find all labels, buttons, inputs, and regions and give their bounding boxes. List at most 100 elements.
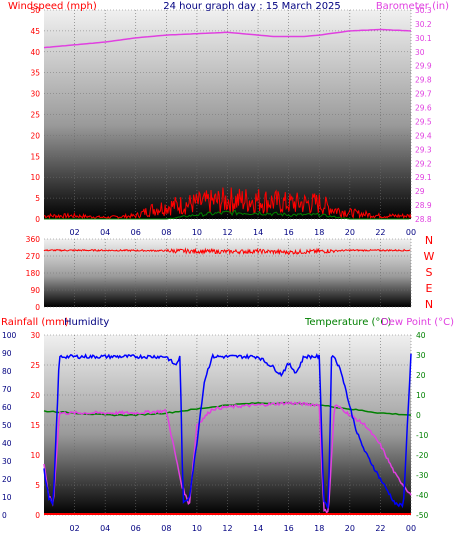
temperature-tick-label: 10 (416, 391, 426, 400)
direction-tick-label: 90 (30, 286, 40, 295)
barometer-tick-label: 28.8 (415, 215, 432, 224)
rainfall-tick-label: 20 (30, 391, 40, 400)
wind-barometer-series (43, 28, 412, 220)
humidity-tick-label: 100 (2, 331, 17, 340)
humidity-tick-label: 70 (2, 385, 12, 394)
x-tick-label: 12 (222, 524, 232, 533)
barometer-tick-label: 30 (415, 48, 425, 57)
humidity-tick-label: 80 (2, 367, 12, 376)
x-tick-label: 22 (375, 524, 385, 533)
chart-title: 24 hour graph day : 15 March 2025 (163, 1, 341, 12)
wind-barometer-grid (44, 9, 412, 220)
dewpoint-axis-label: Dew Point (°C) (381, 317, 454, 328)
windspeed-tick-label: 10 (30, 173, 40, 182)
humidity-temperature-panel: 0102030405060708090100051015202530-50-40… (1, 317, 454, 533)
windspeed-tick-label: 0 (35, 215, 40, 224)
x-tick-label: 06 (131, 524, 141, 533)
direction-tick-label: 180 (26, 269, 41, 278)
compass-label: S (426, 266, 433, 279)
windspeed-tick-label: 35 (30, 69, 40, 78)
x-tick-label: 04 (100, 524, 110, 533)
rainfall-axis-label: Rainfall (mm) (1, 317, 69, 328)
compass-label: N (425, 234, 433, 247)
barometer-tick-label: 29 (415, 187, 425, 196)
x-tick-label: 10 (192, 228, 202, 237)
humidity-temperature-ticks: 0102030405060708090100051015202530-50-40… (2, 331, 428, 533)
x-tick-label: 04 (100, 228, 110, 237)
windspeed-axis-label: Windspeed (mph) (8, 1, 97, 12)
humidity-tick-label: 50 (2, 421, 12, 430)
temperature-tick-label: -40 (416, 491, 428, 500)
x-tick-label: 08 (161, 228, 171, 237)
temperature-tick-label: 40 (416, 331, 426, 340)
barometer-tick-label: 30.3 (415, 6, 432, 15)
wind-barometer-ticks: 0 5 10 15 20 25 30 35 40 45 50 28.8 28.9 29 29.1 29.2 29… (30, 6, 431, 237)
barometer-tick-label: 29.3 (415, 145, 432, 154)
wind-barometer-panel: 0 5 10 15 20 25 30 35 40 45 50 28.8 28.9 29 29.1 29.2 29… (8, 1, 449, 237)
x-tick-label: 06 (131, 228, 141, 237)
barometer-series-line (43, 28, 412, 49)
temperature-tick-label: 30 (416, 351, 426, 360)
compass-label: E (426, 282, 433, 295)
barometer-tick-label: 29.5 (415, 117, 432, 126)
x-tick-label: 10 (192, 524, 202, 533)
x-tick-label: 00 (406, 228, 416, 237)
barometer-tick-label: 29.1 (415, 173, 432, 182)
humidity-tick-label: 90 (2, 349, 12, 358)
windspeed-tick-label: 25 (30, 111, 40, 120)
temperature-tick-label: 0 (416, 411, 421, 420)
barometer-tick-label: 30.1 (415, 34, 432, 43)
temperature-axis-label: Temperature (°C) (304, 317, 391, 328)
x-tick-label: 02 (69, 524, 79, 533)
barometer-tick-label: 29.9 (415, 62, 432, 71)
rainfall-tick-label: 30 (30, 331, 40, 340)
windspeed-tick-label: 30 (30, 90, 40, 99)
x-tick-label: 16 (284, 524, 294, 533)
rainfall-tick-label: 0 (35, 511, 40, 520)
temperature-tick-label: 20 (416, 371, 426, 380)
barometer-tick-label: 30.2 (415, 20, 432, 29)
x-tick-label: 20 (345, 524, 355, 533)
windspeed-tick-label: 45 (30, 27, 40, 36)
rainfall-tick-label: 10 (30, 451, 40, 460)
x-tick-label: 00 (406, 524, 416, 533)
average-wind-series-line (44, 209, 410, 220)
compass-label: W (424, 250, 435, 263)
temperature-tick-label: -10 (416, 431, 428, 440)
humidity-tick-label: 20 (2, 475, 12, 484)
barometer-tick-label: 28.9 (415, 201, 432, 210)
direction-tick-label: 0 (35, 303, 40, 312)
humidity-tick-label: 30 (2, 457, 12, 466)
humidity-tick-label: 40 (2, 439, 12, 448)
x-tick-label: 18 (314, 524, 324, 533)
windspeed-tick-label: 5 (35, 194, 40, 203)
humidity-tick-label: 0 (2, 511, 7, 520)
x-tick-label: 22 (375, 228, 385, 237)
humidity-tick-label: 60 (2, 403, 12, 412)
gust-series-line (43, 187, 412, 220)
x-tick-label: 18 (314, 228, 324, 237)
wind-direction-grid (44, 238, 412, 308)
windspeed-tick-label: 40 (30, 48, 40, 57)
x-tick-label: 14 (253, 524, 263, 533)
wind-direction-series-line (43, 247, 411, 256)
x-tick-label: 02 (69, 228, 79, 237)
humidity-tick-label: 10 (2, 493, 12, 502)
rainfall-tick-label: 25 (30, 361, 40, 370)
x-tick-label: 12 (222, 228, 232, 237)
humidity-axis-label: Humidity (64, 317, 109, 328)
direction-tick-label: 270 (26, 252, 41, 261)
humidity-series-line (43, 352, 412, 509)
rainfall-tick-label: 5 (35, 481, 40, 490)
compass-label: N (425, 298, 433, 311)
barometer-axis-label: Barometer (in) (376, 1, 449, 12)
x-tick-label: 14 (253, 228, 263, 237)
barometer-tick-label: 29.6 (415, 104, 432, 113)
barometer-tick-label: 29.8 (415, 76, 432, 85)
barometer-tick-label: 29.4 (415, 131, 432, 140)
humidity-temperature-series (43, 352, 412, 515)
windspeed-tick-label: 50 (30, 6, 40, 15)
dewpoint-series-line (43, 401, 412, 514)
